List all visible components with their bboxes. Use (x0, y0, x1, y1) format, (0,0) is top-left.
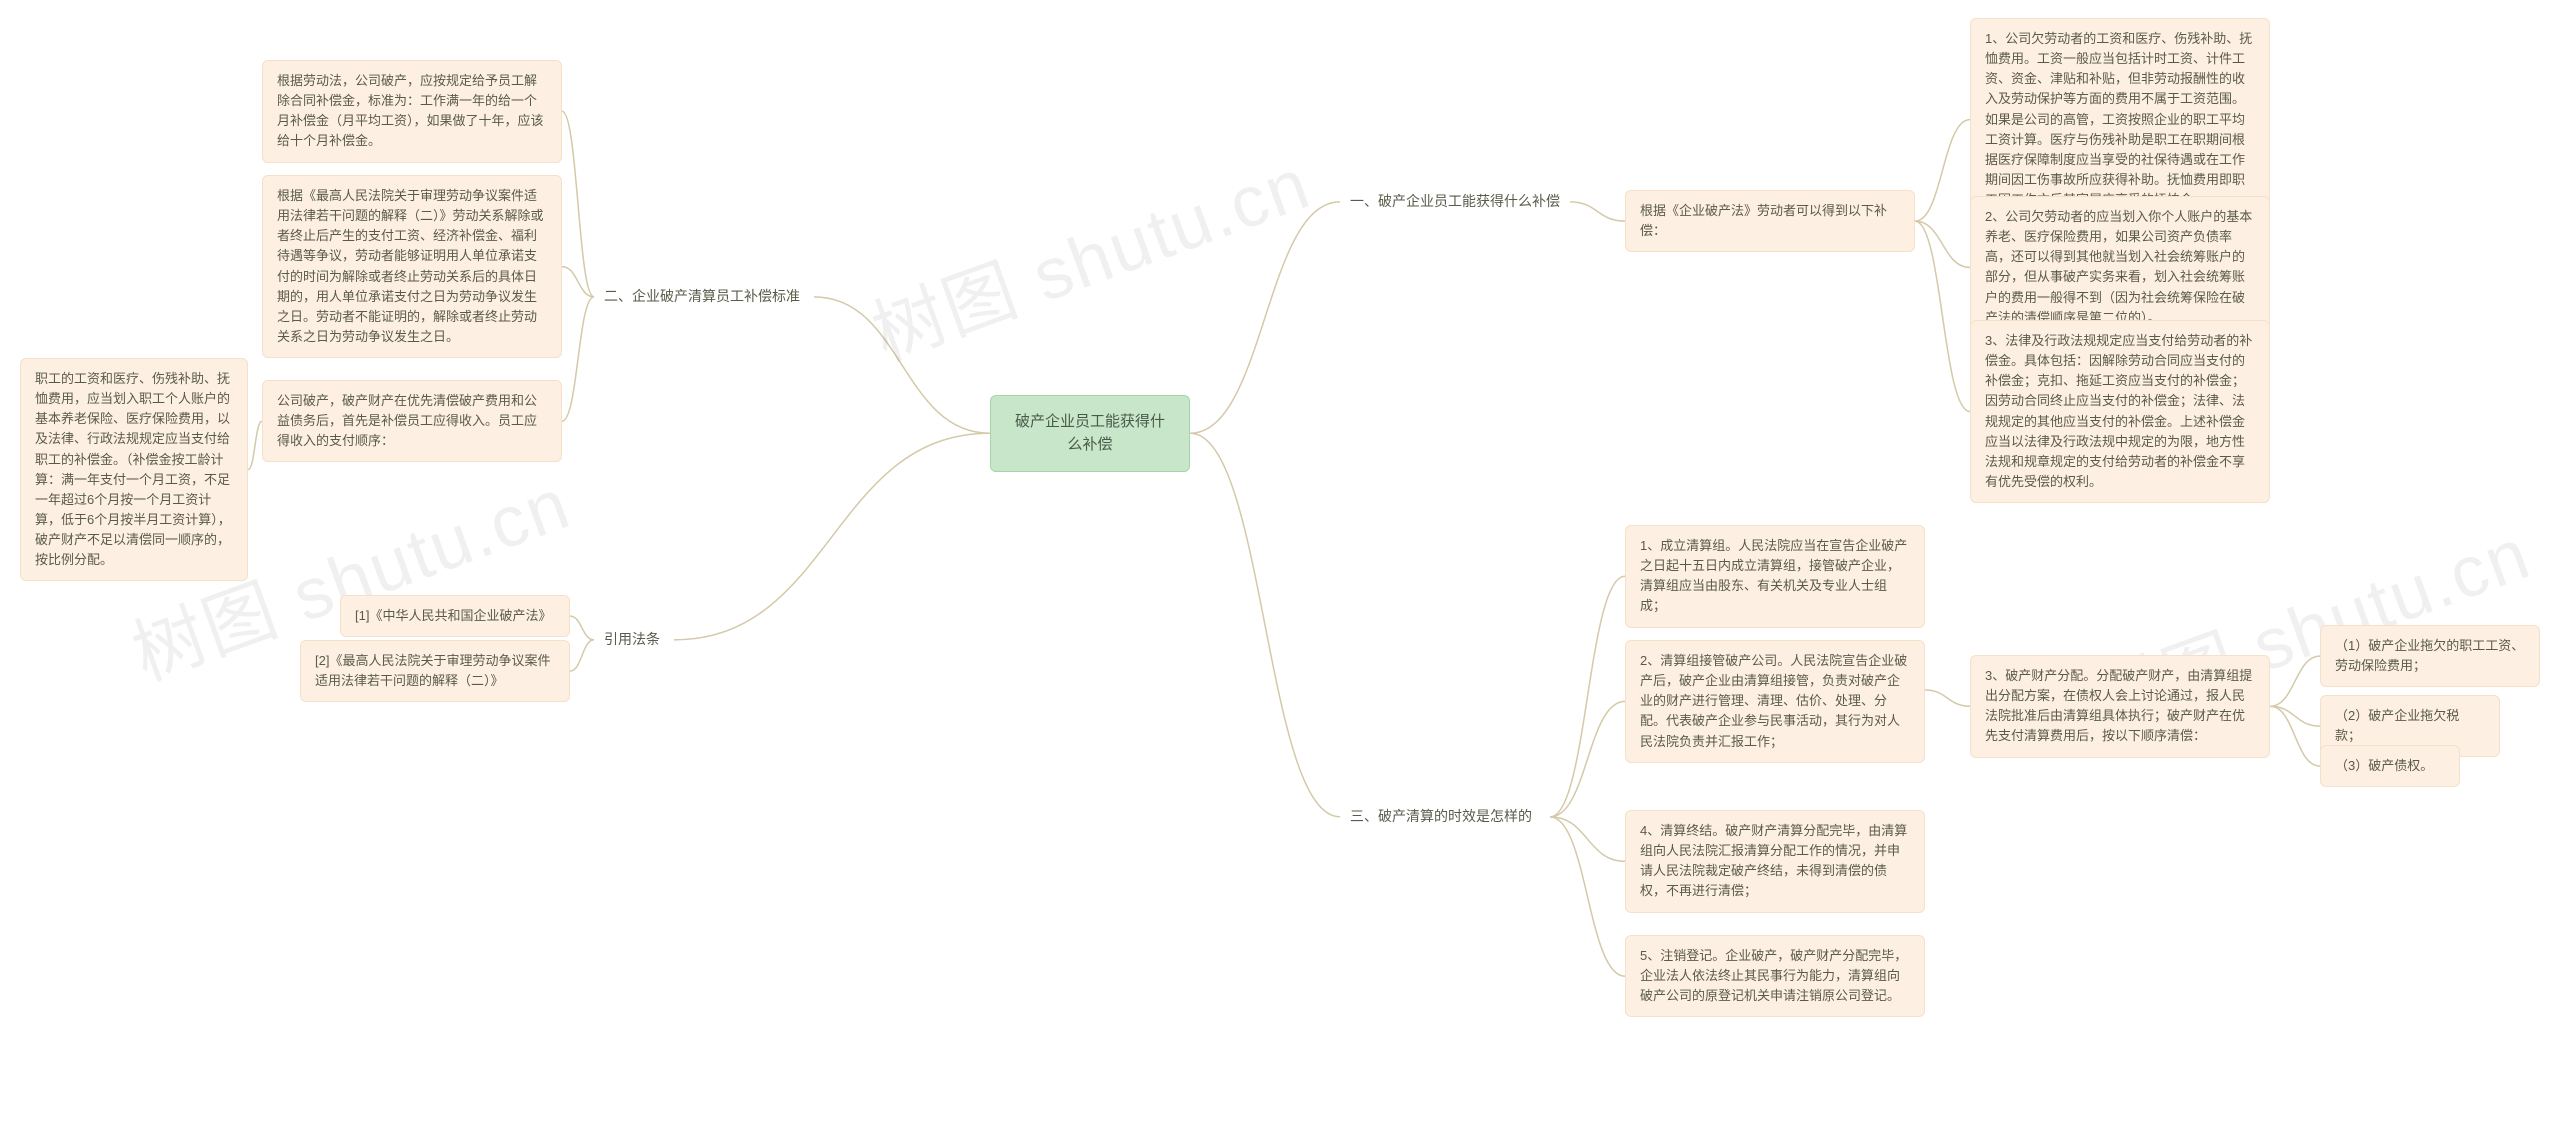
leaf-node[interactable]: 3、法律及行政法规规定应当支付给劳动者的补偿金。具体包括：因解除劳动合同应当支付… (1970, 320, 2270, 503)
branch-node[interactable]: 二、企业破产清算员工补偿标准 (594, 280, 814, 314)
leaf-node[interactable]: 5、注销登记。企业破产，破产财产分配完毕，企业法人依法终止其民事行为能力，清算组… (1625, 935, 1925, 1017)
leaf-node[interactable]: 职工的工资和医疗、伤残补助、抚恤费用，应当划入职工个人账户的基本养老保险、医疗保… (20, 358, 248, 581)
branch-node[interactable]: 引用法条 (594, 623, 674, 657)
leaf-node[interactable]: 公司破产，破产财产在优先清偿破产费用和公益债务后，首先是补偿员工应得收入。员工应… (262, 380, 562, 462)
branch-node[interactable]: 一、破产企业员工能获得什么补偿 (1340, 185, 1570, 219)
leaf-node[interactable]: 根据《最高人民法院关于审理劳动争议案件适用法律若干问题的解释（二）》劳动关系解除… (262, 175, 562, 358)
leaf-node[interactable]: 根据《企业破产法》劳动者可以得到以下补偿： (1625, 190, 1915, 252)
leaf-node[interactable]: 4、清算终结。破产财产清算分配完毕，由清算组向人民法院汇报清算分配工作的情况，并… (1625, 810, 1925, 913)
leaf-node[interactable]: 1、成立清算组。人民法院应当在宣告企业破产之日起十五日内成立清算组，接管破产企业… (1625, 525, 1925, 628)
leaf-node[interactable]: 2、清算组接管破产公司。人民法院宣告企业破产后，破产企业由清算组接管，负责对破产… (1625, 640, 1925, 763)
leaf-node[interactable]: 2、公司欠劳动者的应当划入你个人账户的基本养老、医疗保险费用，如果公司资产负债率… (1970, 196, 2270, 339)
leaf-node[interactable]: 1、公司欠劳动者的工资和医疗、伤残补助、抚恤费用。工资一般应当包括计时工资、计件… (1970, 18, 2270, 221)
leaf-node[interactable]: [1]《中华人民共和国企业破产法》 (340, 595, 570, 637)
leaf-node[interactable]: 3、破产财产分配。分配破产财产，由清算组提出分配方案，在债权人会上讨论通过，报人… (1970, 655, 2270, 758)
branch-node[interactable]: 三、破产清算的时效是怎样的 (1340, 800, 1550, 834)
leaf-node[interactable]: 根据劳动法，公司破产，应按规定给予员工解除合同补偿金，标准为：工作满一年的给一个… (262, 60, 562, 163)
leaf-node[interactable]: [2]《最高人民法院关于审理劳动争议案件适用法律若干问题的解释（二）》 (300, 640, 570, 702)
leaf-node[interactable]: （3）破产债权。 (2320, 745, 2460, 787)
watermark: 树图 shutu.cn (856, 125, 1322, 380)
leaf-node[interactable]: （1）破产企业拖欠的职工工资、劳动保险费用； (2320, 625, 2540, 687)
root-node[interactable]: 破产企业员工能获得什么补偿 (990, 395, 1190, 472)
